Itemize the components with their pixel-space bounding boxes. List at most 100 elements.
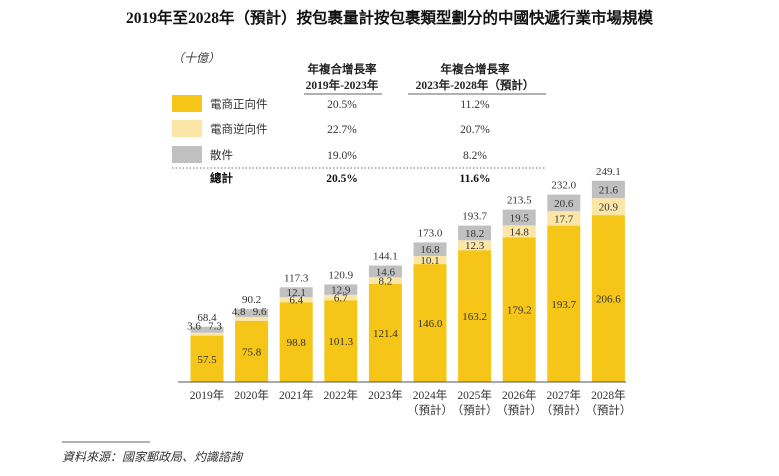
value-label-return-8: 14.8 xyxy=(510,226,530,238)
cagr-header-1-line-2: 2019年-2023年 xyxy=(306,78,379,92)
bar-segment-1-10 xyxy=(591,215,625,382)
total-label-8: 213.5 xyxy=(507,195,532,207)
legend-label-forward: 電商正向件 xyxy=(210,97,268,111)
value-label-loose-4: 12.9 xyxy=(331,285,351,297)
total-label-1: 68.4 xyxy=(197,312,217,324)
x-tick-note-6: （預計） xyxy=(407,403,453,417)
cagr-forward-2: 11.2% xyxy=(460,99,490,111)
x-tick-label-8: 2026年 xyxy=(502,388,537,402)
x-tick-note-7: （預計） xyxy=(452,403,498,417)
bar-segment-3-2 xyxy=(235,309,269,317)
bar-segment-3-9 xyxy=(547,194,581,212)
x-tick-label-7: 2025年 xyxy=(457,388,492,402)
cagr-return-2: 20.7% xyxy=(460,124,490,136)
total-label: 總計 xyxy=(210,171,233,185)
bar-segment-1-8 xyxy=(502,237,536,382)
bar-segment-3-1 xyxy=(190,326,224,333)
value-label-forward-9: 193.7 xyxy=(551,299,576,311)
bar-segment-2-10 xyxy=(591,198,625,216)
bar-segment-3-3 xyxy=(279,287,313,298)
bar-segment-1-9 xyxy=(547,225,581,382)
value-label-loose-1: 7.3 xyxy=(208,321,222,333)
bar-segment-2-7 xyxy=(458,240,492,251)
legend-label-return: 電商逆向件 xyxy=(210,122,268,136)
bar-segment-2-1 xyxy=(190,332,224,336)
value-label-loose-9: 20.6 xyxy=(554,198,574,210)
bar-segment-3-4 xyxy=(324,284,358,295)
total-label-6: 173.0 xyxy=(418,227,443,239)
value-label-return-2: 4.8 xyxy=(232,306,246,318)
value-label-forward-10: 206.6 xyxy=(596,294,621,306)
value-label-return-3: 6.4 xyxy=(289,295,303,307)
value-label-loose-10: 21.6 xyxy=(599,185,619,197)
bar-segment-1-3 xyxy=(279,302,313,382)
x-tick-note-10: （預計） xyxy=(585,403,631,417)
unit-label: （十億） xyxy=(172,51,220,65)
legend-swatch-forward xyxy=(172,95,202,112)
source-note: 資料來源：國家郵政局、灼識諮詢 xyxy=(62,450,244,464)
cagr-forward-1: 20.5% xyxy=(327,99,357,111)
cagr-loose-1: 19.0% xyxy=(327,150,357,162)
bar-segment-2-2 xyxy=(235,316,269,321)
cagr-header-2-line-1: 年複合增長率 xyxy=(441,62,510,76)
legend-swatch-loose xyxy=(172,146,202,163)
value-label-forward-6: 146.0 xyxy=(418,318,443,330)
total-label-10: 249.1 xyxy=(596,166,621,178)
bar-segment-3-6 xyxy=(413,242,447,256)
bar-segment-1-1 xyxy=(190,335,224,382)
x-tick-label-10: 2028年 xyxy=(591,388,626,402)
total-label-7: 193.7 xyxy=(462,211,487,223)
bar-segment-2-3 xyxy=(279,297,313,303)
value-label-loose-8: 19.5 xyxy=(510,212,530,224)
cagr-total-2: 11.6% xyxy=(460,173,491,185)
value-label-return-9: 17.7 xyxy=(554,213,574,225)
bar-segment-2-5 xyxy=(368,277,402,284)
value-label-loose-6: 16.8 xyxy=(420,244,440,256)
value-label-return-4: 6.7 xyxy=(334,293,348,305)
cagr-return-1: 22.7% xyxy=(327,124,357,136)
x-tick-note-9: （預計） xyxy=(541,403,587,417)
value-label-loose-7: 18.2 xyxy=(465,228,484,240)
bar-segment-3-10 xyxy=(591,180,625,199)
total-label-5: 144.1 xyxy=(373,251,398,263)
value-label-forward-4: 101.3 xyxy=(328,336,353,348)
value-label-return-5: 8.2 xyxy=(379,276,393,288)
cagr-header-2-line-2: 2023年-2028年（預計） xyxy=(416,78,535,92)
value-label-forward-7: 163.2 xyxy=(462,311,487,323)
cagr-loose-2: 8.2% xyxy=(463,150,487,162)
value-label-return-7: 12.3 xyxy=(465,240,485,252)
x-tick-note-8: （預計） xyxy=(496,403,542,417)
bar-segment-2-4 xyxy=(324,294,358,301)
value-label-return-6: 10.1 xyxy=(420,255,439,267)
bar-segment-2-9 xyxy=(547,211,581,226)
bars-group: 57.5 3.6 7.368.4 75.8 4.8 9.690.2 98.8 6.412.1 1… xyxy=(187,166,625,382)
bar-segment-2-6 xyxy=(413,255,447,265)
total-label-2: 90.2 xyxy=(242,294,261,306)
x-tick-label-9: 2027年 xyxy=(547,388,582,402)
bar-segment-1-5 xyxy=(368,283,402,382)
x-tick-label-4: 2022年 xyxy=(324,388,359,402)
bar-segment-1-2 xyxy=(235,320,269,382)
value-label-return-10: 20.9 xyxy=(599,202,619,214)
bar-segment-2-8 xyxy=(502,225,536,238)
chart-title: 2019年至2028年（預計）按包裹量計按包裹類型劃分的中國快遞行業市場規模 xyxy=(126,8,654,27)
total-label-3: 117.3 xyxy=(284,272,309,284)
total-label-9: 232.0 xyxy=(551,180,576,192)
bar-segment-3-5 xyxy=(368,265,402,278)
cagr-table: 年複合增長率 2019年-2023年 年複合增長率 2023年-2028年（預計… xyxy=(172,62,546,185)
x-tick-label-6: 2024年 xyxy=(413,388,448,402)
cagr-total-1: 20.5% xyxy=(326,173,358,185)
cagr-header-1-line-1: 年複合增長率 xyxy=(308,62,377,76)
x-tick-label-3: 2021年 xyxy=(279,388,314,402)
legend-label-loose: 散件 xyxy=(210,148,233,162)
value-label-loose-3: 12.1 xyxy=(287,287,306,299)
value-label-forward-8: 179.2 xyxy=(507,305,532,317)
bar-segment-3-8 xyxy=(502,209,536,226)
x-tick-label-5: 2023年 xyxy=(368,388,403,402)
value-label-forward-2: 75.8 xyxy=(242,346,262,358)
value-label-forward-3: 98.8 xyxy=(287,337,307,349)
x-axis-labels: 2019年 2020年 2021年 2022年 2023年 2024年（預計）2025年（… xyxy=(190,388,632,417)
value-label-forward-5: 121.4 xyxy=(373,328,398,340)
bar-segment-3-7 xyxy=(458,225,492,241)
